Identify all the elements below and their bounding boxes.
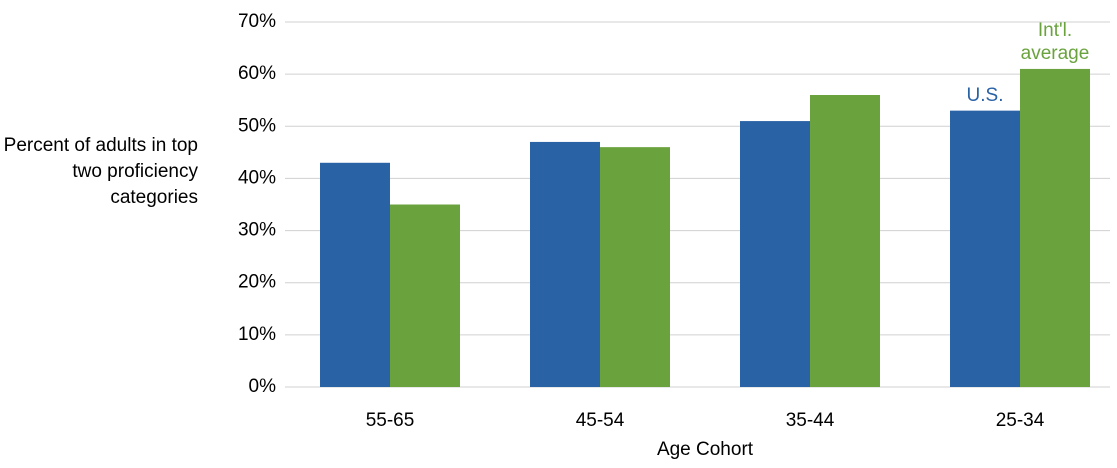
bar: [530, 141, 600, 387]
y-tick-label: 50%: [238, 115, 276, 136]
bar: [810, 95, 880, 387]
y-tick-label: 60%: [238, 63, 276, 84]
series-label: U.S.: [966, 84, 1004, 106]
x-axis-title: Age Cohort: [657, 439, 754, 460]
bar: [320, 162, 390, 387]
x-tick-label: 25-34: [996, 410, 1045, 431]
y-tick-label: 70%: [238, 11, 276, 32]
y-tick-label: 30%: [238, 220, 276, 241]
bar: [740, 121, 810, 388]
y-tick-label: 0%: [249, 376, 277, 397]
x-tick-label: 55-65: [366, 410, 415, 431]
y-tick-label: 20%: [238, 272, 276, 293]
series-label: Int'l. average: [1020, 19, 1090, 64]
bar: [1020, 68, 1090, 387]
bar: [950, 110, 1020, 388]
bar: [390, 204, 460, 387]
y-tick-label: 10%: [238, 324, 276, 345]
bar: [600, 147, 670, 387]
x-tick-label: 35-44: [786, 410, 835, 431]
x-tick-label: 45-54: [576, 410, 625, 431]
y-tick-label: 40%: [238, 167, 276, 188]
y-axis-title: Percent of adults in top two proficiency…: [3, 135, 198, 208]
